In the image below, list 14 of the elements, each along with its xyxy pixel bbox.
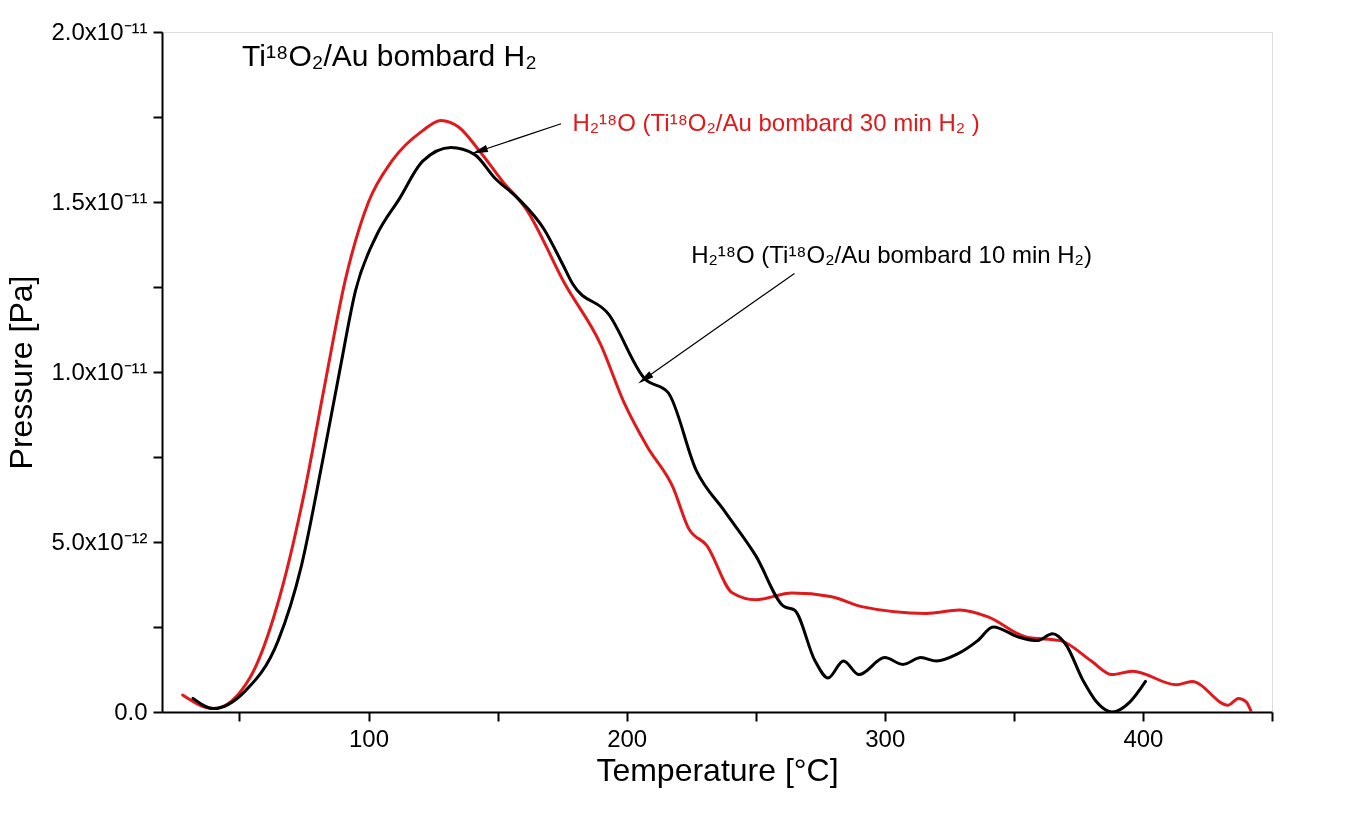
y-tick-label: 1.5x10⁻¹¹	[51, 187, 148, 215]
text: H₂¹⁸O (Ti¹⁸O₂/Au bombard 10 min H₂)	[691, 241, 1092, 269]
x-tick-label: 200	[607, 724, 648, 752]
x-tick-label: 400	[1123, 724, 1164, 752]
chart-title: Ti¹⁸O₂/Au bombard H₂	[242, 39, 537, 72]
x-tick-label: 100	[348, 724, 390, 752]
x-tick-label: 300	[865, 724, 906, 752]
y-tick-label: 2.0x10⁻¹¹	[51, 17, 148, 45]
x-axis-title: Temperature [°C]	[596, 751, 839, 788]
legend-label: H₂¹⁸O (Ti¹⁸O₂/Au bombard 30 min H₂ )	[572, 108, 980, 136]
y-axis-title: Pressure [Pa]	[3, 275, 40, 470]
y-tick-label: 0.0	[114, 697, 148, 725]
y-tick-label: 1.0x10⁻¹¹	[51, 357, 148, 385]
y-tick-label: 5.0x10⁻¹²	[51, 527, 148, 555]
